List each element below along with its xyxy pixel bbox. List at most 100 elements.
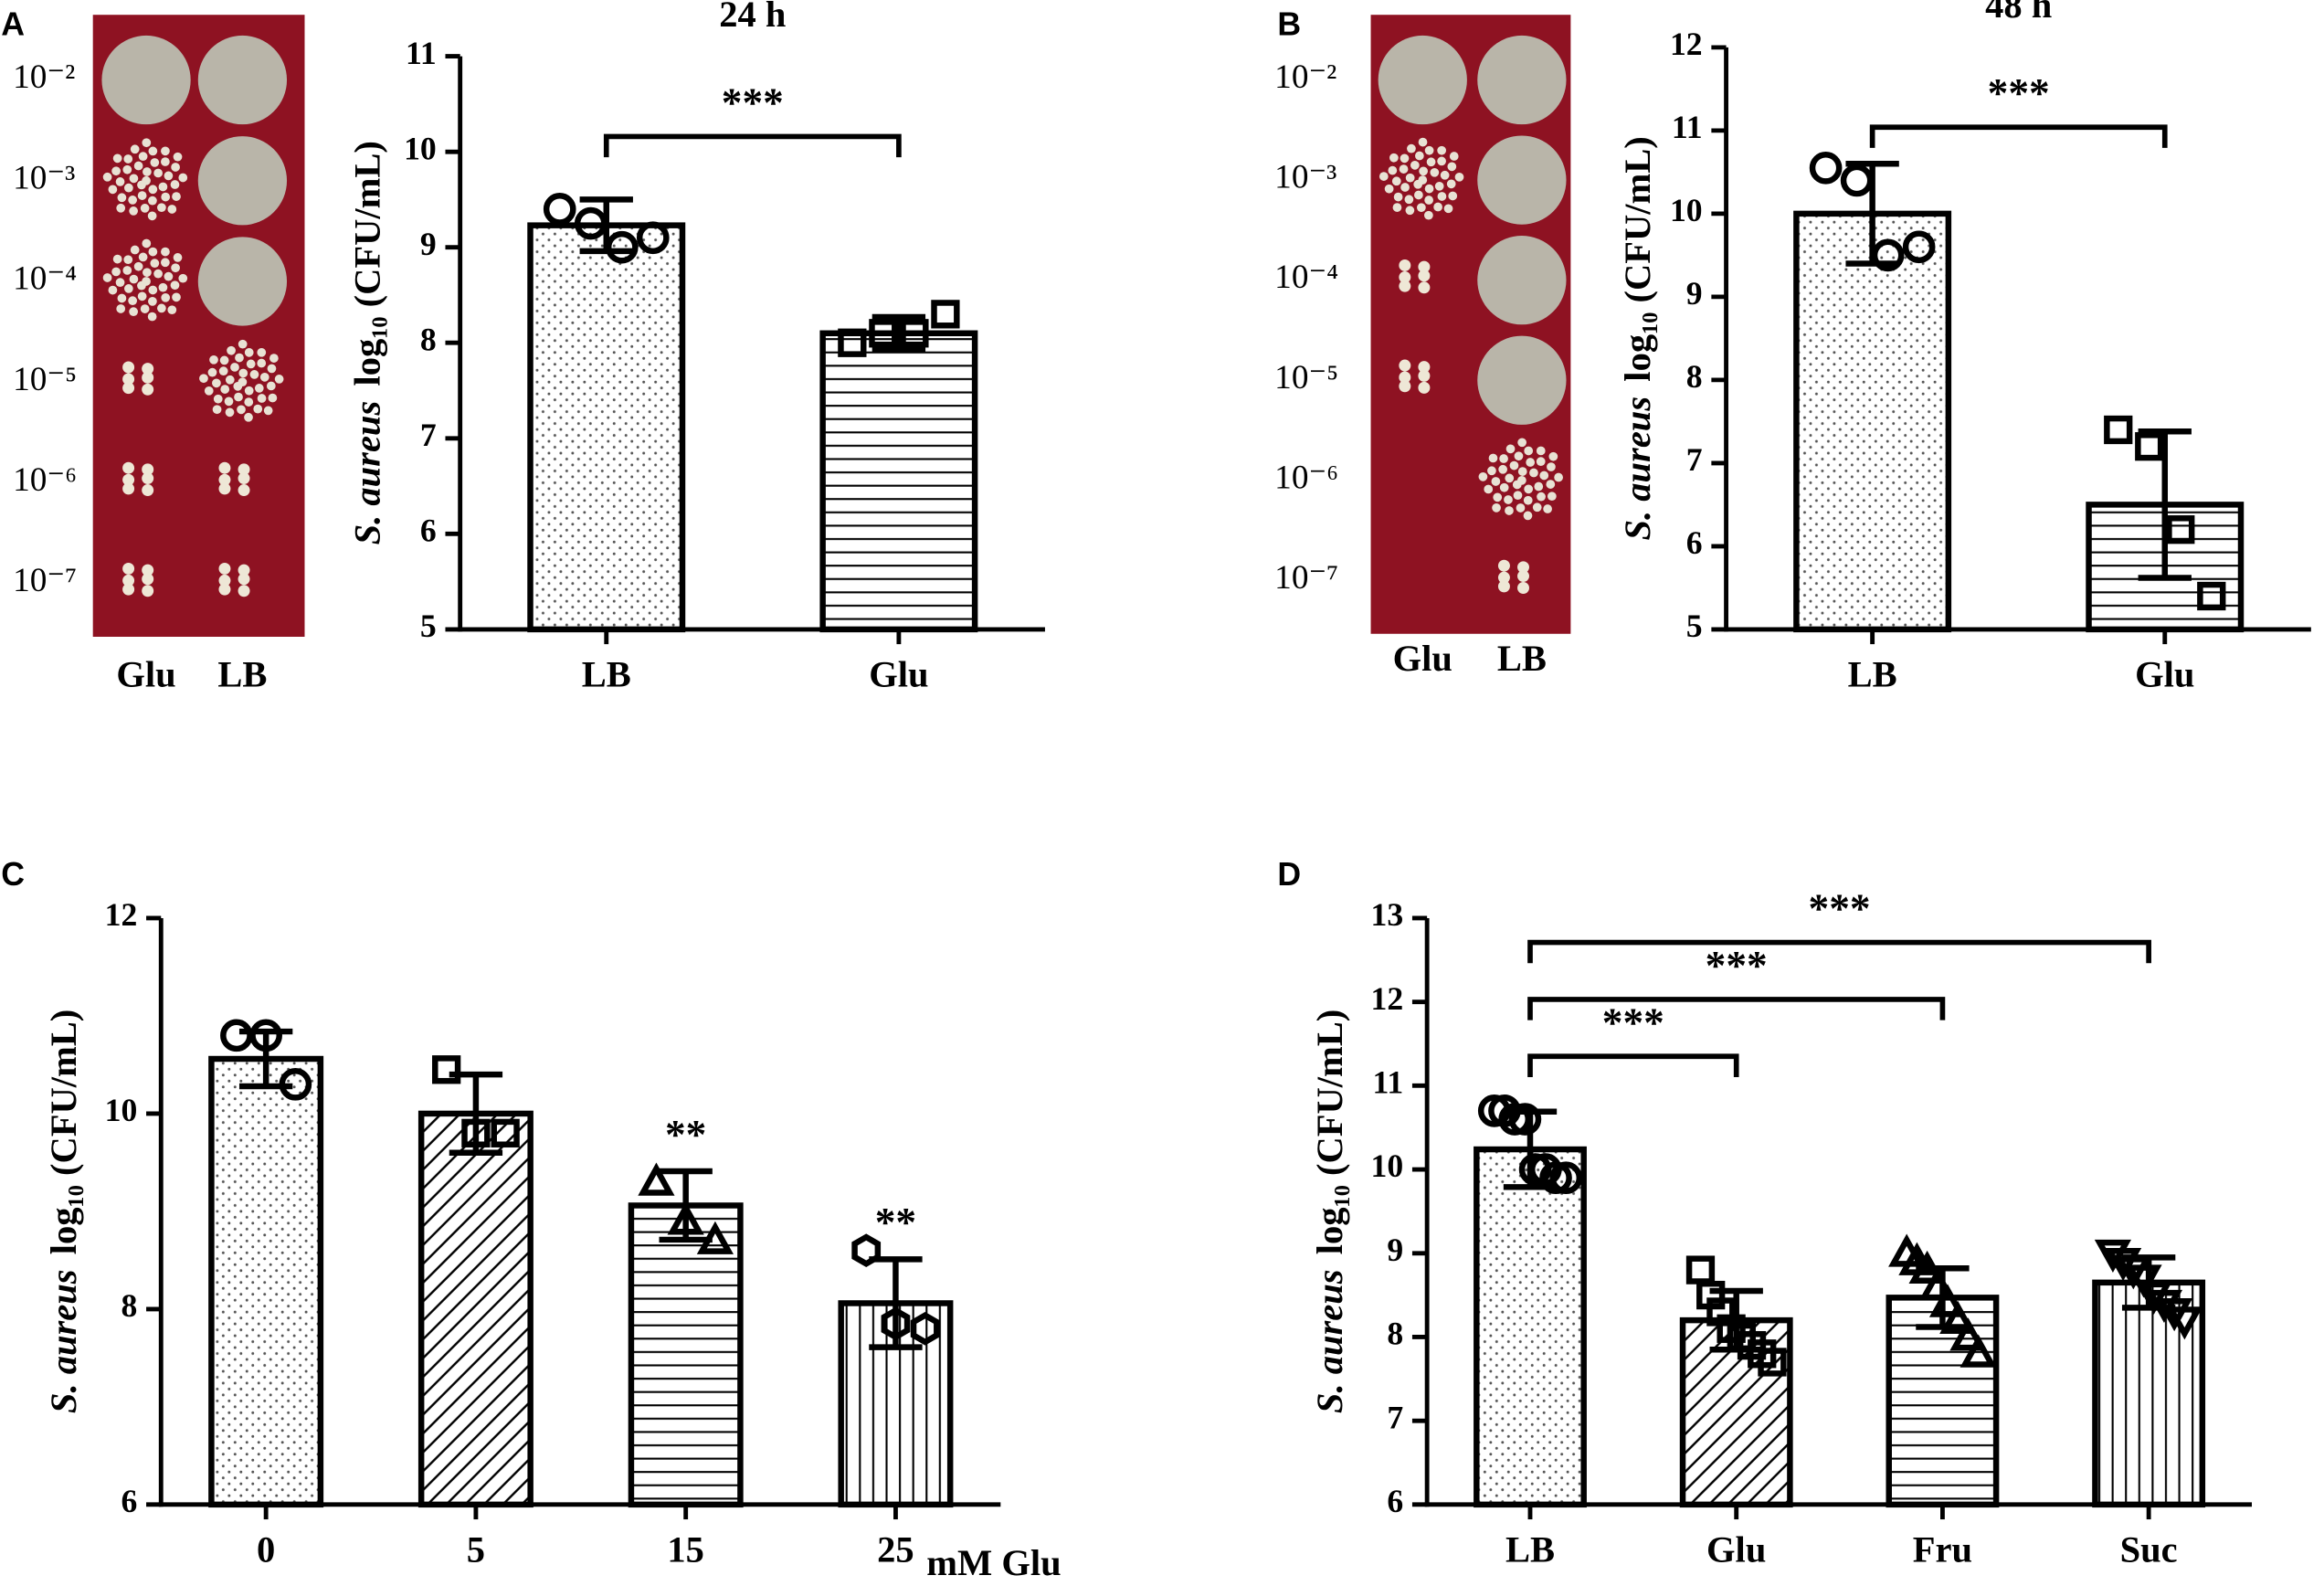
y-axis-label: S. aureus log₁₀ (CFU/mL) [1617, 136, 1658, 540]
colony [178, 173, 188, 183]
colony [254, 384, 264, 393]
colony [1418, 369, 1431, 382]
colony [1512, 480, 1522, 490]
colony-spot [1477, 236, 1567, 325]
significance-bracket [1527, 997, 1946, 1020]
colony [102, 172, 112, 182]
colony [1547, 492, 1557, 502]
colony [238, 472, 250, 485]
data-point [1498, 1103, 1532, 1136]
y-tick-label: 10 [1371, 1147, 1404, 1184]
significance: *** [1602, 999, 1664, 1045]
data-point [2105, 1248, 2142, 1282]
colony [1414, 151, 1424, 161]
colony [1414, 190, 1423, 200]
colony [150, 158, 160, 167]
colony [130, 245, 140, 255]
data-point [1928, 1284, 1967, 1317]
y-axis-label: S. aureus log₁₀ (CFU/mL) [347, 141, 388, 545]
significance-bracket [1527, 939, 2151, 964]
colony [129, 307, 139, 316]
colony [161, 146, 170, 156]
data-point [1949, 1317, 1987, 1351]
colony [259, 372, 269, 382]
colony [1487, 466, 1496, 476]
y-axis-label-part: S. aureus [347, 401, 388, 545]
y-tick-label: 10 [404, 130, 437, 166]
colony [158, 182, 168, 192]
y-tick-label: 11 [406, 35, 437, 71]
colony [253, 404, 263, 414]
colony [267, 364, 277, 374]
data-point [667, 1201, 704, 1235]
colony [117, 293, 127, 303]
data-point [543, 193, 576, 226]
y-tick-label: 12 [1371, 980, 1404, 1017]
colony [157, 203, 166, 213]
colony [257, 358, 267, 368]
colony [128, 296, 138, 306]
colony [1454, 172, 1464, 182]
y-tick-label: 5 [420, 608, 437, 644]
colony [1399, 270, 1411, 283]
colony [238, 585, 250, 597]
colony [129, 274, 139, 284]
data-point [432, 1055, 461, 1084]
y-tick-label: 8 [1686, 358, 1703, 395]
colony [1509, 460, 1519, 471]
colony [1497, 559, 1510, 572]
colony [172, 192, 181, 201]
data-point [1918, 1267, 1956, 1301]
plate-column-label: LB [1497, 638, 1547, 679]
colony [269, 354, 279, 363]
colony [218, 583, 231, 596]
colony-spot [1477, 35, 1567, 125]
colony [142, 564, 154, 576]
colony [173, 152, 183, 162]
colony [108, 185, 118, 195]
dilution-label: 10⁻⁵ [1274, 359, 1338, 396]
significance: *** [1809, 886, 1871, 932]
dilution-label: 10⁻³ [1274, 159, 1336, 196]
colony [219, 355, 229, 365]
colony [164, 171, 174, 181]
colony [123, 284, 133, 293]
colony [1389, 153, 1399, 163]
y-tick-label: 5 [1686, 608, 1703, 644]
data-point [881, 1306, 911, 1341]
colony [1504, 495, 1513, 504]
y-axis-label-part: log₁₀ (CFU/mL) [1617, 136, 1658, 381]
colony [274, 375, 284, 384]
colony [1543, 504, 1552, 513]
colony [266, 381, 276, 391]
colony [238, 463, 250, 476]
x-tick-label: LB [1505, 1529, 1555, 1570]
chart-title: 48 h [1985, 0, 2052, 26]
colony [172, 292, 181, 302]
colony [1384, 184, 1394, 194]
chart-title: 24 h [719, 0, 786, 35]
colony [1449, 152, 1459, 161]
colony [1405, 206, 1415, 216]
colony [1379, 172, 1389, 181]
colony-spot [197, 136, 288, 226]
panel-label: C [1, 856, 25, 893]
data-point [1939, 1300, 1977, 1335]
colony [140, 304, 150, 313]
colony [142, 371, 154, 384]
data-point [851, 1233, 882, 1268]
colony [142, 138, 152, 148]
colony [161, 247, 170, 257]
colony [150, 259, 160, 269]
colony [148, 196, 157, 206]
colony [112, 254, 122, 264]
data-point [249, 1019, 282, 1052]
colony [225, 375, 235, 385]
data-point [2125, 1264, 2162, 1298]
y-tick-label: 6 [420, 513, 437, 549]
colony [1399, 259, 1411, 271]
data-point [2135, 1281, 2172, 1315]
plate-column-label: LB [217, 654, 267, 695]
colony [171, 263, 180, 273]
